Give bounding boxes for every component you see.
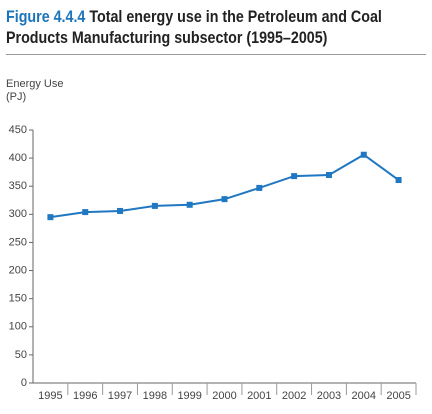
x-tick-label: 1995	[38, 390, 62, 402]
marker	[395, 177, 402, 184]
x-tick-label: 1999	[177, 390, 201, 402]
figure-label: Figure 4.4.4	[6, 7, 86, 26]
y-tick-label: 450	[9, 124, 27, 136]
x-tick-label: 2000	[212, 390, 236, 402]
y-tick-label: 250	[9, 236, 27, 248]
x-tick-label: 2005	[386, 390, 410, 402]
marker	[325, 171, 332, 178]
title-rule	[6, 54, 426, 55]
x-tick-label: 2003	[317, 390, 341, 402]
marker	[291, 173, 298, 180]
y-tick-label: 0	[21, 377, 27, 389]
marker	[360, 151, 367, 158]
y-tick-label: 150	[9, 293, 27, 305]
x-tick-label: 2004	[352, 390, 376, 402]
x-tick-label: 2001	[247, 390, 271, 402]
x-tick-label: 2002	[282, 390, 306, 402]
marker	[47, 214, 54, 221]
y-tick-label: 100	[9, 321, 27, 333]
y-tick-label: 400	[9, 152, 27, 164]
line	[50, 153, 400, 219]
y-axis-label: Energy Use	[6, 78, 63, 90]
marker	[186, 201, 193, 208]
marker	[82, 209, 89, 216]
chart-title: Total energy use in the Petroleum and Co…	[6, 7, 382, 47]
y-tick-label: 200	[9, 264, 27, 276]
y-tick-label: 50	[15, 349, 27, 361]
y-tick-label: 300	[9, 208, 27, 220]
marker	[256, 184, 263, 191]
chart-title-block: Figure 4.4.4 Total energy use in the Pet…	[6, 6, 426, 48]
marker	[117, 207, 124, 214]
y-axis-unit: (PJ)	[6, 91, 26, 103]
marker	[151, 202, 158, 209]
y-tick-label: 350	[9, 180, 27, 192]
x-tick-label: 1997	[108, 390, 132, 402]
x-tick-label: 1998	[143, 390, 167, 402]
marker	[221, 196, 228, 203]
x-tick-label: 1996	[73, 390, 97, 402]
